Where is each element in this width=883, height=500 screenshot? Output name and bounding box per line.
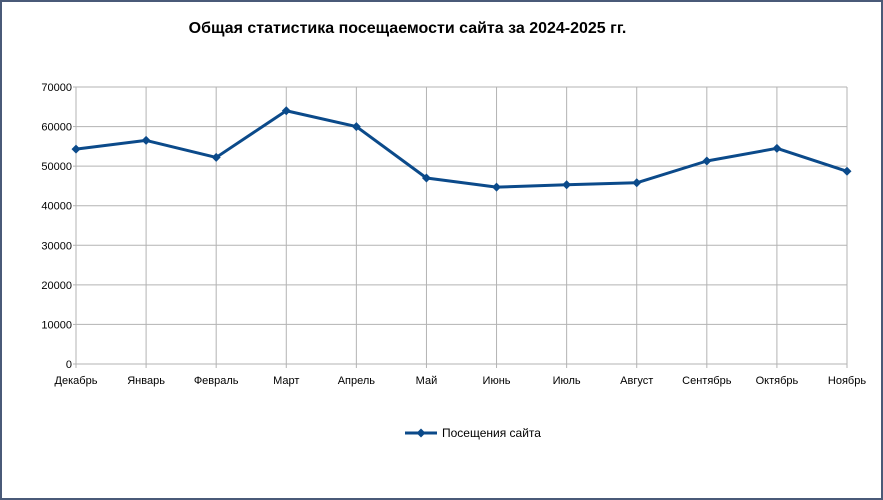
chart-title: Общая статистика посещаемости сайта за 2… [188,20,627,37]
data-point [562,180,572,190]
x-tick-label: Август [620,375,653,387]
y-tick-label: 30000 [41,240,72,252]
data-point [141,135,151,145]
data-point [71,144,81,154]
data-point [842,166,852,176]
x-tick-label: Март [273,375,299,387]
y-tick-label: 20000 [41,280,72,292]
x-tick-label: Октябрь [756,375,799,387]
legend-line-marker-icon [405,428,437,438]
grid-layer [75,86,848,365]
x-tick-label: Май [416,375,438,387]
x-tick-label: Июль [553,375,581,387]
data-point [351,122,361,132]
y-tick-label: 60000 [41,122,72,134]
axis-layer: 0 10000 20000 30000 40000 50000 60000 70000 Дека… [41,82,866,387]
legend: Посещения сайта [404,426,541,440]
x-tick-label: Июнь [483,375,511,387]
y-tick-label: 40000 [41,201,72,213]
data-point [281,106,291,116]
legend-label: Посещения сайта [442,426,541,440]
series-layer [71,106,852,192]
y-tick-label: 10000 [41,319,72,331]
data-point [421,173,431,183]
data-point [702,156,712,166]
data-point [772,143,782,153]
data-point [211,152,221,162]
series-line [75,109,848,189]
y-tick-label: 70000 [41,82,72,94]
x-tick-label: Февраль [194,375,239,387]
x-tick-label: Ноябрь [828,375,866,387]
y-tick-label: 0 [66,359,72,371]
data-point [492,182,502,192]
x-tick-label: Январь [127,375,165,387]
x-tick-label: Сентябрь [682,375,732,387]
data-point [632,178,642,188]
x-tick-label: Декабрь [55,375,98,387]
y-tick-label: 50000 [41,161,72,173]
x-tick-label: Апрель [338,375,376,387]
